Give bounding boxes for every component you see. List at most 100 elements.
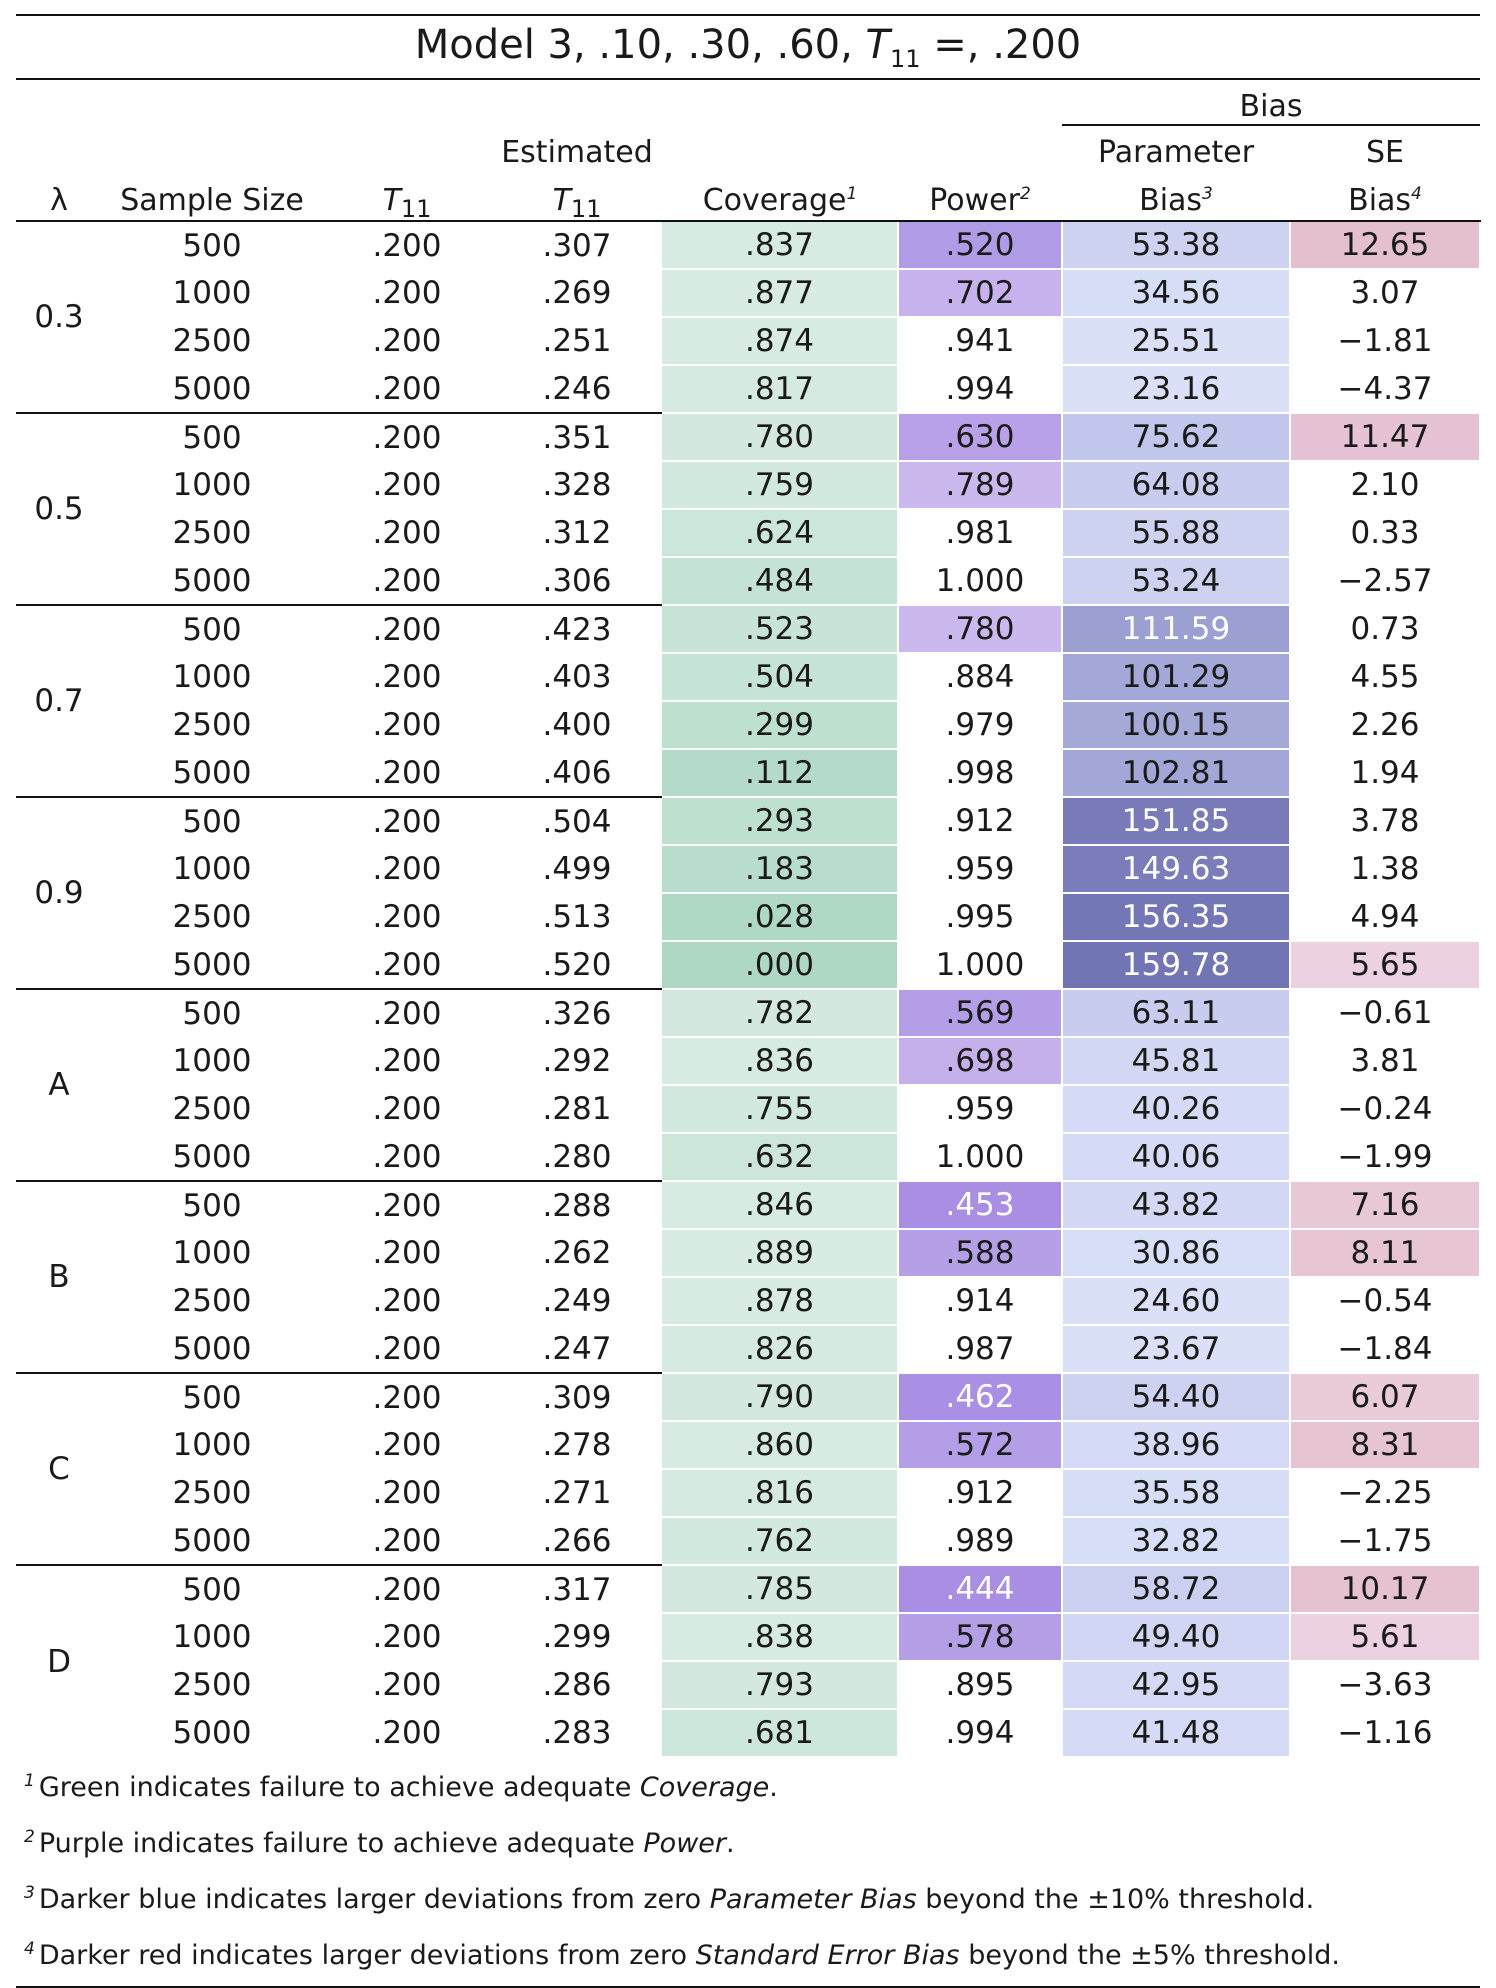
- lambda-group: 0.7 500.200.423.523.780 111.59 0.73 1000.200…: [16, 604, 1481, 798]
- table-row: 2500 .200 .513 .028.995 156.35 4.94: [16, 893, 1481, 942]
- t11-cell: .200: [322, 1180, 492, 1229]
- estimated-t11-cell: .317: [492, 1564, 662, 1613]
- parameter-bias-cell: 23.16: [1062, 365, 1291, 414]
- se-bias-cell: 8.11: [1290, 1229, 1481, 1278]
- parameter-bias-cell: 149.63: [1062, 845, 1291, 894]
- sample-size-cell: 1000: [172, 1619, 252, 1655]
- footnote-text-end: .: [769, 1772, 778, 1803]
- sample-size-header: Sample Size: [102, 170, 322, 222]
- se-bias-cell: 5.61: [1290, 1613, 1481, 1662]
- power-cell: .912: [898, 796, 1063, 846]
- parameter-bias-cell: 75.62: [1062, 412, 1291, 462]
- power-cell: .979: [898, 701, 1063, 750]
- parameter-bias-cell: 100.15: [1062, 701, 1291, 750]
- table-row: 1000 .200 .299 .838.578 49.40 5.61: [16, 1613, 1481, 1662]
- se-bias-cell: −1.99: [1290, 1133, 1481, 1182]
- sample-size-cell: 2500: [172, 323, 252, 359]
- sample-size-cell: 1000: [172, 275, 252, 311]
- t11-cell: .200: [322, 604, 492, 653]
- t11-cell: .200: [372, 1522, 442, 1559]
- estimated-t11-cell: .400: [542, 707, 612, 743]
- lambda-group: D 500.200.317.785.444 58.72 10.17 1000.200.2…: [16, 1564, 1481, 1758]
- power-cell: 1.000: [898, 941, 1063, 990]
- table-row: 2500 .200 .312 .624.981 55.88 0.33: [16, 509, 1481, 558]
- sample-size-cell: 1000: [172, 1235, 252, 1271]
- coverage-cell: .624: [662, 509, 899, 558]
- parameter-bias-cell: 41.48: [1062, 1709, 1291, 1758]
- coverage-cell: .785: [662, 1564, 899, 1614]
- power-cell: .702: [898, 269, 1063, 318]
- footnote-4: 4 Darker red indicates larger deviations …: [16, 1930, 1480, 1986]
- se-bias-cell: −1.75: [1290, 1517, 1481, 1566]
- lambda-group: 0.3 500.200.307.837.520 53.38 12.65 1000.200…: [16, 220, 1481, 414]
- coverage-cell: .874: [662, 317, 899, 366]
- coverage-cell: .484: [662, 557, 899, 606]
- parameter-bias-cell: 40.06: [1062, 1133, 1291, 1182]
- sample-size-cell: 1000: [172, 851, 252, 887]
- parameter-bias-cell: 53.38: [1062, 220, 1291, 270]
- table-row: 5000 .200 .280 .632 1.000 40.06 −1.99: [16, 1133, 1481, 1182]
- parameter-bias-cell: 24.60: [1062, 1277, 1291, 1326]
- estimated-t11-cell: .269: [542, 275, 612, 311]
- power-cell: .572: [898, 1421, 1063, 1470]
- footnote-1: 1 Green indicates failure to achieve adeq…: [16, 1762, 1480, 1818]
- sample-size-cell: 1000: [172, 1043, 252, 1079]
- footnote-text-end: beyond the ±5% threshold.: [959, 1940, 1340, 1971]
- coverage-cell: .782: [662, 988, 899, 1038]
- sample-size-cell: 500: [102, 1564, 322, 1613]
- sample-size-cell: 2500: [172, 899, 252, 935]
- sample-size-cell: 2500: [172, 1091, 252, 1127]
- power-cell: .994: [898, 365, 1063, 414]
- table-row: 1000 .200 .278 .860.572 38.96 8.31: [16, 1421, 1481, 1470]
- sample-size-cell: 500: [102, 604, 322, 653]
- table-row: 1000 .200 .499 .183.959 149.63 1.38: [16, 845, 1481, 894]
- estimated-t11-cell: .286: [542, 1667, 612, 1703]
- parameter-bias-cell: 55.88: [1062, 509, 1291, 558]
- coverage-cell: .299: [662, 701, 899, 750]
- se-bias-cell: −0.54: [1290, 1277, 1481, 1326]
- se-bias-cell: 2.10: [1290, 461, 1481, 510]
- se-bias-cell: −0.61: [1290, 988, 1481, 1038]
- power-cell: .569: [898, 988, 1063, 1038]
- lambda-cell: 0.5: [16, 412, 102, 605]
- coverage-cell: .755: [662, 1085, 899, 1134]
- footnote-3: 3 Darker blue indicates larger deviations…: [16, 1874, 1480, 1930]
- estimated-t11-cell: .328: [542, 467, 612, 503]
- sample-size-cell: 2500: [172, 1283, 252, 1319]
- t11-cell: .200: [372, 1330, 442, 1367]
- table-row: 5000 .200 .247 .826.987 23.67 −1.84: [16, 1325, 1481, 1374]
- t11-cell: .200: [372, 1091, 442, 1127]
- results-table: Bias Estimated Parameter SE λ Sample Siz…: [16, 80, 1481, 1758]
- coverage-cell: .759: [662, 461, 899, 510]
- coverage-cell: .846: [662, 1180, 899, 1230]
- t11-cell: .200: [372, 467, 442, 503]
- lambda-group: 0.5 500.200.351.780.630 75.62 11.47 1000.200…: [16, 412, 1481, 606]
- sample-size-cell: 5000: [172, 1522, 252, 1559]
- sample-size-cell: 5000: [172, 1715, 252, 1751]
- footnote-emphasis: Parameter Bias: [709, 1884, 917, 1915]
- coverage-cell: .028: [662, 893, 899, 942]
- estimated-t11-cell: .504: [492, 796, 662, 845]
- coverage-cell: .790: [662, 1372, 899, 1422]
- t11-cell: .200: [372, 1427, 442, 1463]
- footnote-number: 4: [24, 1939, 35, 1959]
- lambda-group: 0.9 500.200.504.293.912 151.85 3.78 1000.200…: [16, 796, 1481, 990]
- estimated-t11-cell: .246: [542, 370, 612, 407]
- power-cell: 1.000: [898, 1133, 1063, 1182]
- t11-cell: .200: [322, 796, 492, 845]
- coverage-cell: .293: [662, 796, 899, 846]
- coverage-cell: .837: [662, 220, 899, 270]
- se-bias-cell: 10.17: [1290, 1564, 1481, 1614]
- table-row: 0.7 500.200.423.523.780 111.59 0.73: [16, 604, 1481, 797]
- estimated-t11-cell: .251: [542, 323, 612, 359]
- power-cell: .987: [898, 1325, 1063, 1374]
- table-header: Bias Estimated Parameter SE λ Sample Siz…: [16, 80, 1480, 222]
- table-row: 1000 .200 .269 .877.702 34.56 3.07: [16, 269, 1481, 318]
- power-cell: .912: [898, 1469, 1063, 1518]
- table-row: 5000 .200 .520 .000 1.000 159.78 5.65: [16, 941, 1481, 990]
- table-row: 2500 .200 .249 .878.914 24.60 −0.54: [16, 1277, 1481, 1326]
- parameter-bias-cell: 42.95: [1062, 1661, 1291, 1710]
- estimated-t11-cell: .403: [542, 659, 612, 695]
- estimated-t11-cell: .406: [542, 754, 612, 791]
- sample-size-cell: 500: [102, 988, 322, 1037]
